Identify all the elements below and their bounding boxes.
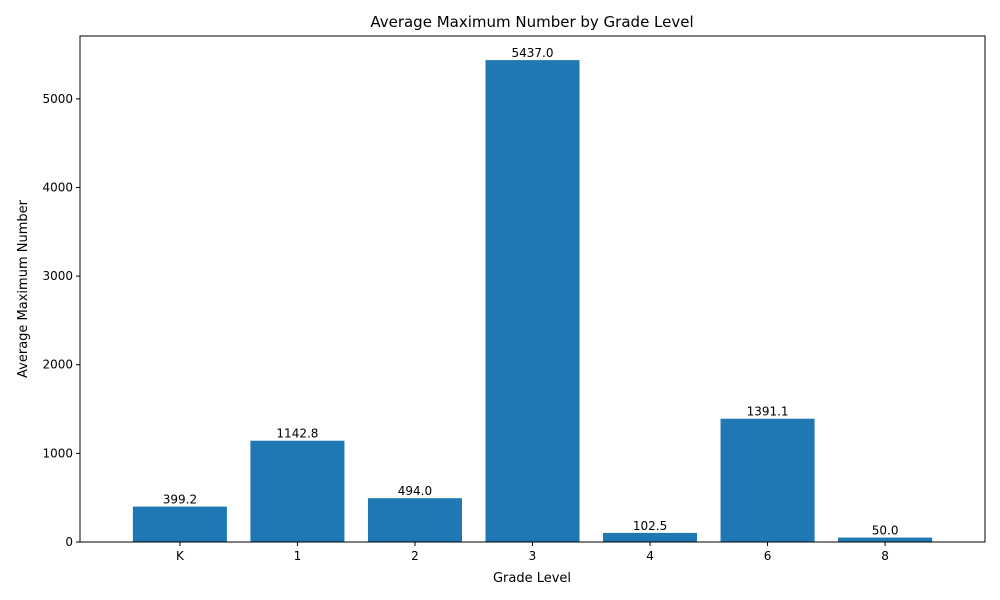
x-axis-label: Grade Level [493, 571, 571, 586]
data-label-1: 1142.8 [276, 427, 318, 441]
y-tick-label-5000: 5000 [42, 92, 73, 106]
data-label-8: 50.0 [872, 524, 899, 538]
x-tick-label-K: K [176, 549, 185, 563]
bar-8 [838, 537, 933, 542]
x-tick-label-2: 2 [411, 549, 419, 563]
x-tick-label-3: 3 [529, 549, 537, 563]
x-tick-label-4: 4 [646, 549, 654, 563]
y-axis-label: Average Maximum Number [16, 199, 31, 378]
bar-1 [250, 440, 345, 542]
bar-6 [720, 418, 815, 542]
y-tick-label-0: 0 [65, 535, 73, 549]
bar-3 [485, 60, 580, 542]
data-label-K: 399.2 [163, 493, 197, 507]
data-label-4: 102.5 [633, 519, 667, 533]
y-tick-label-1000: 1000 [42, 446, 73, 460]
y-tick-label-3000: 3000 [42, 269, 73, 283]
plot-area: 399.2 1142.8 494.0 5437.0 102.5 1391.1 50.0 0 10… [42, 35, 986, 563]
bar-K [132, 506, 227, 542]
x-tick-label-8: 8 [881, 549, 889, 563]
data-label-3: 5437.0 [512, 46, 554, 60]
x-tick-label-1: 1 [294, 549, 302, 563]
bar-2 [367, 498, 462, 542]
data-label-6: 1391.1 [747, 405, 789, 419]
y-tick-label-4000: 4000 [42, 180, 73, 194]
x-tick-label-6: 6 [764, 549, 772, 563]
bar-4 [603, 532, 698, 542]
y-tick-label-2000: 2000 [42, 358, 73, 372]
data-label-2: 494.0 [398, 484, 432, 498]
chart-title: Average Maximum Number by Grade Level [370, 13, 693, 31]
